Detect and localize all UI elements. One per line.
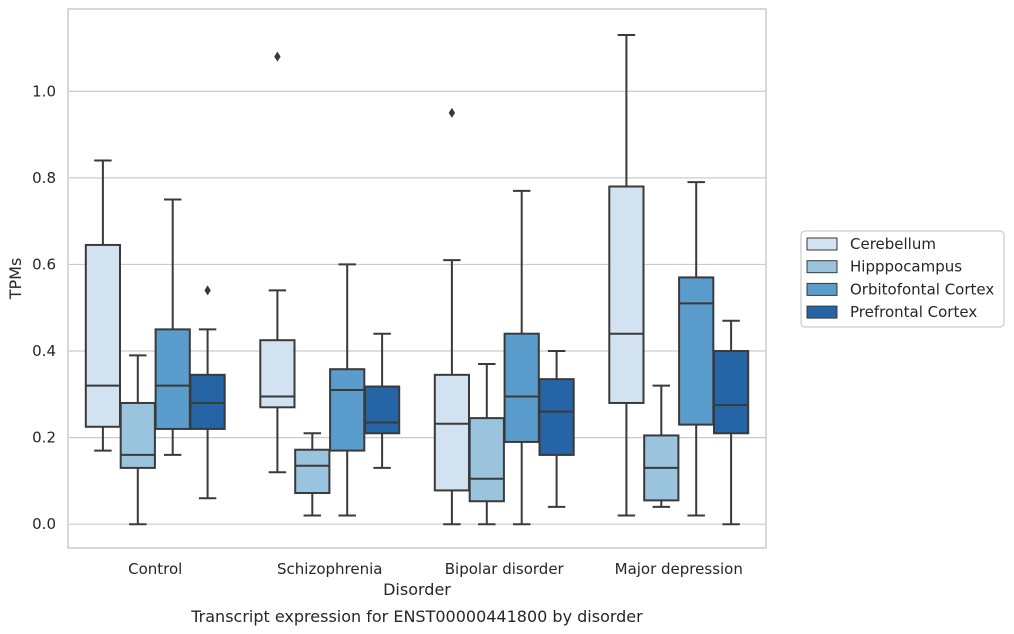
box-body [433,373,471,492]
box-body [712,350,750,435]
outlier-point [448,107,456,118]
box-body [84,243,122,428]
box-hipppocampus [643,384,680,508]
box-body [363,385,401,435]
y-tick-label: 0.4 [32,342,56,360]
y-tick-label: 0.0 [32,515,56,533]
legend-swatch [806,260,838,274]
box-hipppocampus [294,432,331,517]
box-orbitofontal-cortex [503,189,540,526]
legend-swatch [806,282,838,296]
legend-label: Orbitofontal Cortex [850,280,994,298]
legend-box [800,230,1005,328]
box-body [503,332,540,443]
box-cerebellum [608,33,645,517]
box-cerebellum [433,107,471,526]
box-body [119,401,156,469]
box-body [189,373,226,430]
legend-label: Prefrontal Cortex [850,303,977,321]
plot-frame [67,8,767,549]
legend-label: Hipppocampus [850,258,962,276]
box-prefrontal-cortex [363,332,401,469]
box-body [538,378,575,456]
outlier-point [274,51,281,62]
box-prefrontal-cortex [189,285,226,500]
y-axis-label: TPMs [6,258,25,301]
box-cerebellum [84,159,122,452]
box-orbitofontal-cortex [678,181,715,517]
box-orbitofontal-cortex [154,198,191,456]
box-hipppocampus [468,363,505,526]
legend: Cerebellum Hipppocampus Orbitofontal Corte… [800,230,1005,328]
box-prefrontal-cortex [712,319,750,526]
x-axis-label: Disorder [383,580,451,599]
x-tick-label: Major depression [615,560,743,578]
chart-caption: Transcript expression for ENST0000044180… [190,607,643,626]
box-body [678,276,715,426]
box-body [154,328,191,430]
outlier-point [204,285,211,296]
legend-swatch [806,237,838,251]
x-tick-label: Schizophrenia [277,560,382,578]
box-cerebellum [259,51,296,474]
box-orbitofontal-cortex [329,263,366,517]
box-prefrontal-cortex [538,350,575,508]
y-tick-label: 0.2 [32,429,56,447]
box-body [294,448,331,495]
box-layer [84,33,750,526]
y-tick-label: 0.6 [32,255,56,273]
y-tick-label: 1.0 [32,82,56,100]
box-body [608,185,645,404]
y-tick-labels: 0.0 0.2 0.4 0.6 0.8 1.0 [32,82,56,533]
x-tick-label: Bipolar disorder [445,560,565,578]
box-body [329,368,366,452]
y-tick-label: 0.8 [32,169,56,187]
x-tick-labels: Control Schizophrenia Bipolar disorder Majo… [128,560,743,578]
x-tick-label: Control [128,560,182,578]
box-body [468,417,505,503]
legend-label: Cerebellum [850,235,936,253]
box-hipppocampus [119,354,156,526]
legend-swatch [806,305,838,319]
